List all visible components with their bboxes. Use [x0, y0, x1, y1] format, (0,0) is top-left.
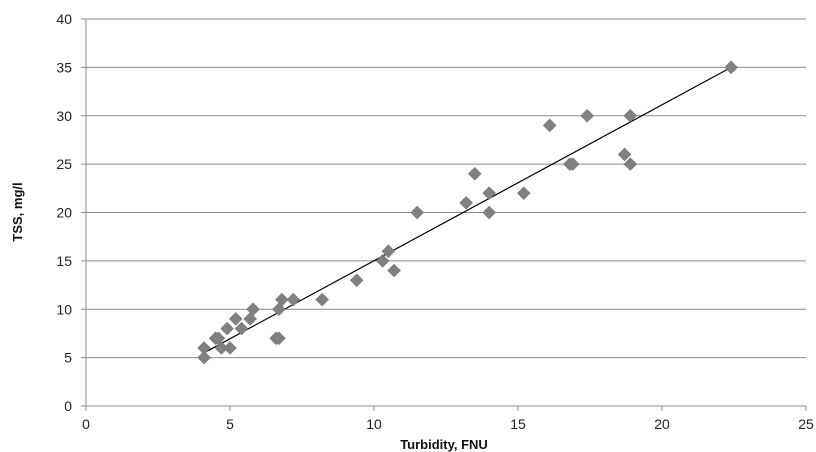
- y-tick-labels: 0 5 10 15 20 25 30 35 40: [56, 11, 72, 414]
- data-point: [410, 205, 425, 220]
- data-point: [315, 292, 330, 307]
- x-tick-labels: 0 5 10 15 20 25: [82, 416, 814, 432]
- data-point: [459, 195, 474, 210]
- data-point: [375, 254, 390, 268]
- data-point: [565, 157, 580, 171]
- data-point: [580, 108, 594, 123]
- y-axis-title: TSS, mg/l: [10, 182, 25, 241]
- x-tick-label-0: 0: [82, 416, 90, 432]
- x-tick-label-20: 20: [654, 416, 670, 432]
- y-tick-label-10: 10: [56, 301, 72, 317]
- data-point: [387, 263, 402, 278]
- data-point: [223, 341, 237, 355]
- trendline: [203, 66, 732, 354]
- y-tick-label-25: 25: [56, 156, 72, 172]
- gridlines: [86, 18, 806, 359]
- x-axis-title: Turbidity, FNU: [400, 437, 488, 452]
- data-point: [220, 321, 234, 336]
- data-point: [623, 108, 638, 123]
- y-tick-label-30: 30: [56, 108, 72, 124]
- y-tick-label-5: 5: [64, 350, 72, 366]
- data-point: [246, 302, 260, 317]
- y-tick-label-35: 35: [56, 59, 72, 75]
- data-point: [234, 321, 249, 336]
- axes: [81, 18, 807, 411]
- data-point: [197, 350, 211, 365]
- data-point: [228, 312, 243, 326]
- data-point: [724, 60, 738, 75]
- y-tick-label-20: 20: [56, 205, 72, 221]
- x-tick-label-15: 15: [510, 416, 526, 432]
- y-tick-label-0: 0: [64, 398, 72, 414]
- data-point: [274, 292, 289, 307]
- data-point: [516, 186, 531, 201]
- x-tick-label-25: 25: [798, 416, 814, 432]
- data-point: [623, 157, 638, 171]
- data-point: [482, 205, 497, 220]
- trendline-group: [203, 66, 732, 354]
- data-point: [349, 273, 364, 288]
- x-tick-label-5: 5: [226, 416, 234, 432]
- data-point: [542, 118, 557, 133]
- y-tick-label-40: 40: [56, 11, 72, 27]
- data-point: [272, 331, 286, 346]
- y-tick-label-15: 15: [56, 253, 72, 269]
- data-points: [197, 60, 738, 365]
- data-point: [381, 244, 396, 259]
- data-point: [286, 292, 301, 307]
- x-tick-label-10: 10: [366, 416, 382, 432]
- data-point: [467, 166, 482, 181]
- data-point: [617, 147, 632, 162]
- data-point: [482, 186, 497, 201]
